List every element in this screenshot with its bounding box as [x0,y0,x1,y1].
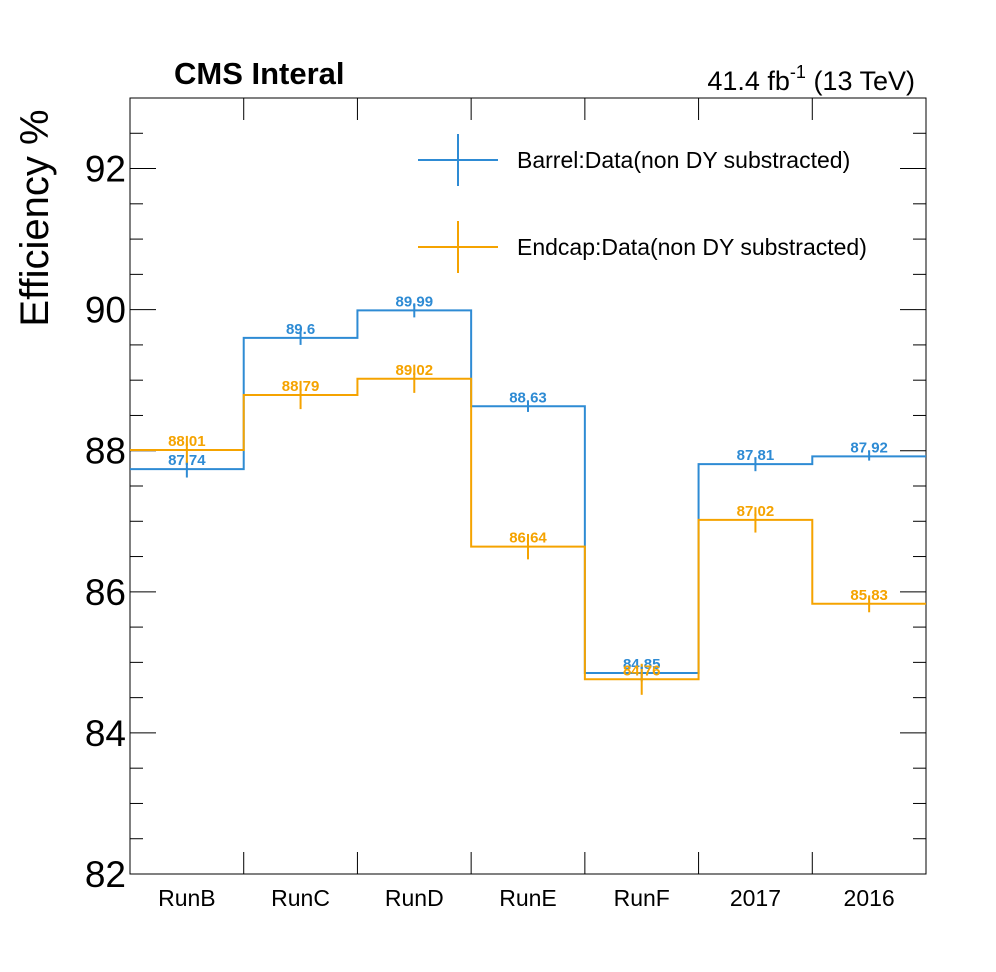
series-step-line-0 [130,309,926,674]
x-tick-label: RunC [271,885,330,911]
data-label: 88.01 [168,433,206,450]
legend-item-endcap: Endcap:Data(non DY substracted) [418,221,867,273]
value-labels-layer: 87.74 89.6 89.99 88.63 84.85 87.81 87.92 88.01 8… [168,293,888,679]
y-tick-label: 90 [85,290,126,331]
energy-label: (13 TeV) [806,66,915,96]
data-label: 87.74 [168,452,206,469]
x-tick-label: RunF [614,885,670,911]
data-label: 89.6 [286,321,315,338]
y-tick-label: 82 [85,854,126,895]
y-tick-label: 88 [85,431,126,472]
data-label: 86.64 [509,530,547,547]
data-label: 87.92 [850,439,888,456]
data-label: 84.85 [623,656,661,673]
data-label: 88.63 [509,389,547,406]
luminosity-label: 41.4 fb-1 (13 TeV) [707,62,915,96]
data-label: 85.83 [850,587,888,604]
legend: Barrel:Data(non DY substracted) Endcap:D… [418,134,867,273]
x-tick-label: RunD [385,885,444,911]
legend-item-barrel: Barrel:Data(non DY substracted) [418,134,850,186]
x-tick-label: RunB [158,885,216,911]
luminosity-exponent: -1 [790,62,806,82]
legend-endcap-label: Endcap:Data(non DY substracted) [517,234,867,260]
data-label: 89.02 [396,362,434,379]
x-tick-label: 2016 [844,885,895,911]
axes: 82 84 86 88 90 92 RunB RunC RunD RunE RunF 2017 2016 [85,97,927,911]
data-label: 87.81 [737,447,775,464]
experiment-label: CMS Interal [174,56,345,91]
y-tick-label: 84 [85,713,126,754]
plot-frame [129,97,927,875]
y-tick-label: 86 [85,572,126,613]
series-layer [130,303,926,695]
x-tick-label: 2017 [730,885,781,911]
x-tick-label: RunE [499,885,557,911]
data-label: 88.79 [282,378,320,395]
data-label: 87.02 [737,503,775,520]
legend-barrel-label: Barrel:Data(non DY substracted) [517,147,850,173]
y-tick-label: 92 [85,149,126,190]
y-axis-title: Efficiency % [13,109,57,326]
luminosity-value: 41.4 fb [707,66,790,96]
data-label: 84.76 [623,662,661,679]
data-label: 89.99 [396,293,434,310]
